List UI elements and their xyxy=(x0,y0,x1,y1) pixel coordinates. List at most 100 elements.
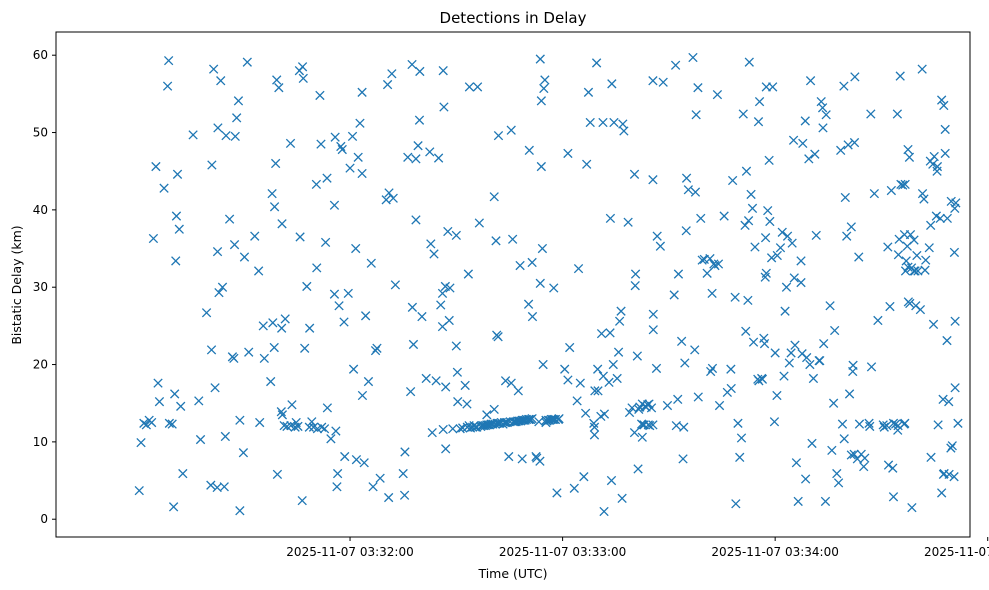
data-point xyxy=(269,202,280,212)
data-point xyxy=(629,427,640,438)
data-point xyxy=(888,418,899,428)
data-point xyxy=(915,304,926,315)
data-points xyxy=(134,52,963,517)
data-point xyxy=(804,154,814,164)
data-point xyxy=(707,288,717,299)
data-point xyxy=(630,281,640,291)
data-point xyxy=(277,410,288,420)
data-point xyxy=(818,123,828,133)
data-point xyxy=(866,362,877,372)
data-point xyxy=(693,83,703,93)
data-point xyxy=(648,175,658,185)
data-point xyxy=(712,89,723,100)
data-point xyxy=(617,493,627,503)
data-point xyxy=(605,328,615,338)
data-point xyxy=(441,444,451,454)
data-point xyxy=(563,148,573,159)
data-point xyxy=(662,400,673,411)
data-point xyxy=(646,403,657,413)
y-axis-label: Bistatic Delay (km) xyxy=(9,225,24,344)
data-point xyxy=(427,427,437,438)
data-point xyxy=(452,367,463,377)
data-point xyxy=(194,396,204,406)
data-point xyxy=(950,316,960,326)
data-point xyxy=(304,323,315,333)
data-point xyxy=(235,415,245,425)
data-point xyxy=(285,138,296,149)
data-point xyxy=(681,173,692,183)
data-point xyxy=(348,364,359,374)
data-point xyxy=(146,417,157,428)
data-point xyxy=(431,376,441,386)
data-point xyxy=(238,448,249,458)
data-point xyxy=(779,371,789,381)
data-point xyxy=(886,185,897,196)
data-point xyxy=(151,161,161,172)
data-point xyxy=(357,87,367,97)
data-point xyxy=(753,117,764,127)
data-point xyxy=(791,458,802,468)
data-point xyxy=(907,502,917,513)
data-point xyxy=(176,401,186,411)
data-point xyxy=(750,242,760,252)
data-point xyxy=(172,169,183,179)
data-point xyxy=(593,364,603,374)
data-point xyxy=(250,231,260,241)
data-point xyxy=(658,77,668,87)
data-point xyxy=(554,414,564,424)
data-point xyxy=(253,266,264,276)
data-point xyxy=(904,152,915,162)
data-point xyxy=(527,257,537,268)
data-point xyxy=(589,422,600,432)
x-tick-label: 2025-11-07 03:35:00 xyxy=(924,545,989,559)
y-tick-label: 10 xyxy=(33,435,48,449)
data-point xyxy=(136,437,146,448)
data-point xyxy=(589,430,600,440)
data-point xyxy=(171,256,181,266)
data-point xyxy=(599,409,610,419)
data-point xyxy=(297,62,308,72)
data-point xyxy=(216,76,226,86)
data-point xyxy=(229,240,240,250)
data-point xyxy=(828,398,839,408)
data-point xyxy=(312,263,322,273)
data-point xyxy=(842,231,852,241)
data-point xyxy=(768,82,778,92)
data-point xyxy=(854,252,864,262)
data-point xyxy=(619,126,629,136)
data-point xyxy=(598,117,608,128)
data-point xyxy=(743,216,754,226)
data-point xyxy=(268,318,278,328)
data-point xyxy=(235,506,245,516)
data-point xyxy=(230,131,240,142)
data-point xyxy=(408,339,419,350)
data-point xyxy=(307,417,317,427)
data-point xyxy=(276,407,286,417)
data-point xyxy=(433,153,444,163)
data-point xyxy=(347,131,358,142)
data-point xyxy=(926,220,936,230)
data-point xyxy=(359,458,369,468)
x-tick-label: 2025-11-07 03:33:00 xyxy=(499,545,626,559)
data-point xyxy=(854,419,865,429)
data-point xyxy=(744,57,754,67)
data-point xyxy=(819,339,829,349)
data-point xyxy=(681,226,691,236)
data-point xyxy=(460,380,470,391)
data-point xyxy=(425,147,435,157)
data-point xyxy=(947,441,957,451)
data-point xyxy=(489,404,499,415)
data-point xyxy=(882,420,892,431)
data-point xyxy=(590,386,600,396)
data-point xyxy=(671,420,681,431)
data-point xyxy=(345,163,355,173)
data-point xyxy=(929,151,939,162)
data-point xyxy=(384,188,394,198)
data-point xyxy=(678,454,688,464)
data-point xyxy=(405,386,416,397)
data-point xyxy=(802,352,812,363)
data-point xyxy=(846,450,856,460)
data-point xyxy=(763,205,773,216)
data-point xyxy=(540,75,550,85)
